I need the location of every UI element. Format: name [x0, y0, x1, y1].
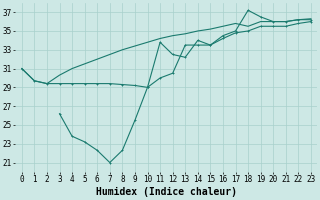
- X-axis label: Humidex (Indice chaleur): Humidex (Indice chaleur): [96, 187, 237, 197]
